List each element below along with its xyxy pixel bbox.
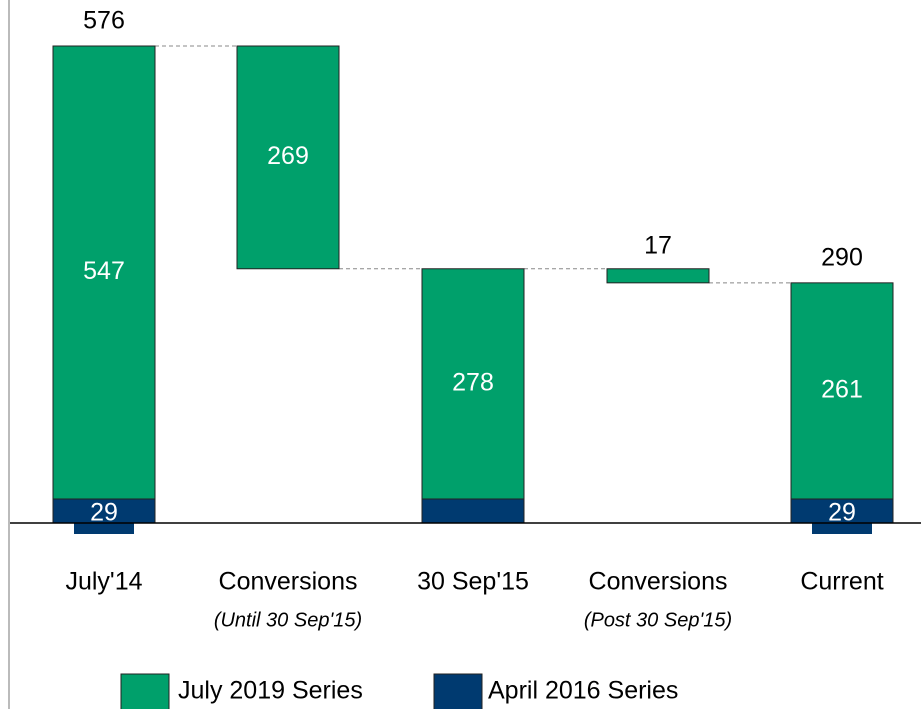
label-box: [812, 499, 872, 534]
x-tick-sublabel: (Until 30 Sep'15): [214, 609, 362, 631]
value-label: 547: [83, 257, 125, 285]
x-tick-label: Current: [800, 568, 883, 596]
bar: [52, 45, 156, 500]
bar: [236, 45, 340, 270]
bar: [606, 268, 710, 284]
x-tick-label: 30 Sep'15: [417, 568, 529, 596]
bar: [421, 268, 525, 500]
bar: [421, 498, 525, 524]
total-label: 576: [83, 7, 125, 35]
total-label: 290: [821, 243, 863, 271]
value-label: 29: [90, 499, 118, 527]
bar: [790, 282, 894, 500]
value-label: 269: [267, 142, 309, 170]
legend-swatch: [120, 673, 170, 709]
value-label: 29: [828, 499, 856, 527]
x-tick-sublabel: (Post 30 Sep'15): [584, 609, 732, 631]
value-label: 278: [452, 368, 494, 396]
legend-swatch: [433, 673, 483, 709]
legend-label: April 2016 Series: [488, 677, 678, 705]
x-tick-label: Conversions: [589, 568, 728, 596]
x-tick-label: Conversions: [219, 568, 358, 596]
label-box: [74, 499, 134, 534]
value-label: 17: [644, 231, 672, 259]
x-tick-label: July'14: [65, 568, 142, 596]
legend-label: July 2019 Series: [178, 677, 363, 705]
value-label: 261: [821, 376, 863, 404]
